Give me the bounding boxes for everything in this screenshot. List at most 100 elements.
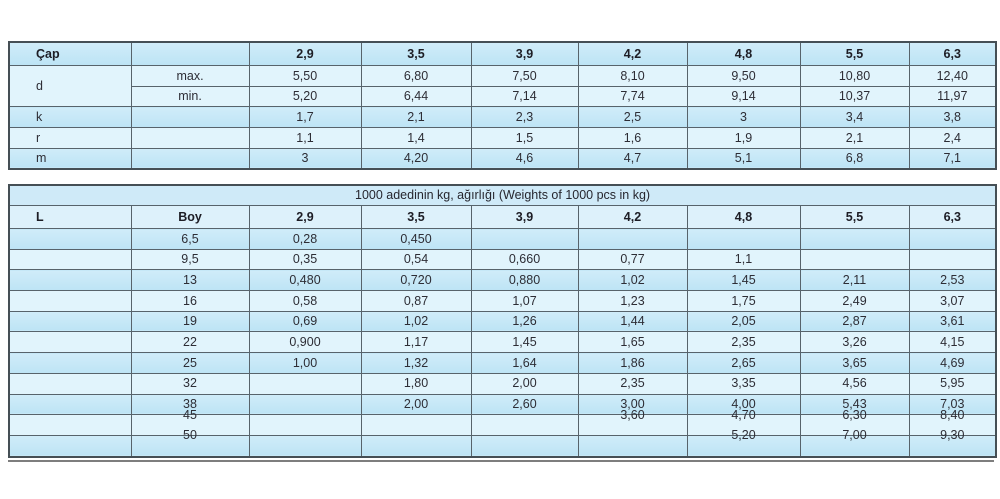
boy-cell-text: 32 bbox=[183, 376, 197, 391]
weight-value: 0,54 bbox=[360, 248, 472, 271]
weight-value-text: 4,69 bbox=[940, 355, 965, 370]
dimension-value-text: 2,1 bbox=[845, 130, 864, 145]
dimension-value-text: 2,1 bbox=[407, 109, 425, 124]
weight-value-text: 7,00 bbox=[842, 428, 867, 443]
boy-cell: 25 bbox=[130, 352, 250, 374]
weight-value: 0,35 bbox=[248, 248, 362, 271]
weight-value-text: 8,40 bbox=[940, 407, 965, 422]
dimension-value: 2,4 bbox=[908, 127, 997, 149]
length-cell bbox=[8, 434, 132, 458]
boy-cell: 38 bbox=[130, 393, 250, 416]
dimension-value: 6,80 bbox=[360, 65, 472, 87]
dimension-value-text: 4,6 bbox=[515, 151, 534, 166]
weight-value-text: 4,15 bbox=[940, 335, 965, 350]
weight-value: 2,35 bbox=[686, 331, 801, 354]
weight-value: 3,35 bbox=[686, 372, 801, 395]
weight-value-text: 0,28 bbox=[292, 231, 318, 246]
boy-cell-text: 6,5 bbox=[181, 231, 199, 246]
weight-value-text: 3,60 bbox=[620, 407, 645, 422]
dimension-value: 1,4 bbox=[360, 127, 472, 149]
dimension-value-text: 3 bbox=[301, 151, 309, 166]
diameter-header-text: 5,5 bbox=[845, 209, 864, 224]
row-label-text: r bbox=[36, 130, 41, 145]
weight-value: 5,43 bbox=[799, 393, 910, 416]
dimension-value-text: 12,40 bbox=[936, 68, 968, 83]
weight-value: 2,65 bbox=[686, 352, 801, 374]
weight-value-text: 0,480 bbox=[289, 272, 321, 287]
dimension-value-text: 5,50 bbox=[292, 68, 318, 83]
diameter-header-text: 3,5 bbox=[407, 209, 425, 224]
dimension-value: 2,3 bbox=[470, 106, 579, 129]
weight-value: 3,26 bbox=[799, 331, 910, 354]
row-label: m bbox=[8, 147, 132, 170]
weight-value bbox=[248, 393, 362, 416]
length-cell bbox=[8, 269, 132, 292]
weight-value bbox=[799, 228, 910, 250]
weight-value-text: 1,64 bbox=[512, 355, 537, 370]
dimension-value-text: 1,5 bbox=[515, 130, 534, 145]
weight-value-text: 4,00 bbox=[731, 397, 756, 412]
weight-value-text: 1,80 bbox=[403, 376, 429, 391]
weight-value: 1,45 bbox=[470, 331, 579, 354]
row-label: r bbox=[8, 127, 132, 149]
weight-value-text: 1,02 bbox=[620, 272, 645, 287]
dimension-value: 1,5 bbox=[470, 127, 579, 149]
table-row: 25 1,00 1,32 1,64 1,86 2,65 3,65 4,69 bbox=[8, 352, 997, 374]
weight-value-text: 2,49 bbox=[842, 293, 867, 308]
boy-cell-text: 25 bbox=[183, 355, 197, 370]
weight-value-text: 1,26 bbox=[512, 314, 537, 329]
boy-cell-text: 45 bbox=[183, 407, 197, 422]
weight-value-text: 4,70 bbox=[731, 407, 756, 422]
sub-label-text: min. bbox=[178, 89, 202, 104]
weight-value: 2,53 bbox=[908, 269, 997, 292]
dimension-value-text: 1,4 bbox=[407, 130, 425, 145]
weight-value: 3,00 bbox=[577, 393, 688, 416]
diameter-header-text: 2,9 bbox=[296, 46, 314, 61]
table-row: min. 5,20 6,44 7,14 7,74 9,14 10,37 11,97 bbox=[9, 85, 997, 108]
dimension-value: 9,14 bbox=[686, 85, 801, 108]
weight-value: 4,69 bbox=[908, 352, 997, 374]
dimension-value: 3,4 bbox=[799, 106, 910, 129]
dimension-value: 3,8 bbox=[908, 106, 997, 129]
row-label-text: k bbox=[36, 109, 43, 124]
table-row: 9,5 0,35 0,54 0,660 0,77 1,1 bbox=[8, 248, 997, 271]
table-row: L Boy 2,9 3,5 3,9 4,2 4,8 5,5 6,3 bbox=[8, 205, 997, 229]
length-cell bbox=[8, 310, 132, 333]
dimension-value: 8,10 bbox=[577, 65, 688, 87]
table-row: m 3 4,20 4,6 4,7 5,1 6,8 7,1 bbox=[8, 147, 997, 170]
weight-value-text: 3,35 bbox=[731, 376, 756, 391]
dimension-value: 7,14 bbox=[470, 85, 579, 108]
row-label-text: m bbox=[36, 151, 47, 166]
weight-value-text: 0,450 bbox=[400, 231, 432, 246]
weight-value: 2,87 bbox=[799, 310, 910, 333]
weight-value: 1,32 bbox=[360, 352, 472, 374]
table-row: k 1,7 2,1 2,3 2,5 3 3,4 3,8 bbox=[8, 106, 997, 129]
weight-value: 1,02 bbox=[577, 269, 688, 292]
boy-cell-text: 13 bbox=[183, 272, 197, 287]
dimension-value-text: 10,37 bbox=[838, 89, 871, 104]
weight-value: 3,61 bbox=[908, 310, 997, 333]
dimension-value-text: 5,20 bbox=[292, 89, 318, 104]
dimension-value: 1,7 bbox=[248, 106, 362, 129]
weight-value: 0,720 bbox=[360, 269, 472, 292]
weight-value bbox=[577, 434, 688, 458]
row-label: d bbox=[8, 64, 132, 108]
sub-label bbox=[130, 127, 250, 149]
dimension-value: 6,44 bbox=[360, 85, 472, 108]
weight-value-text: 1,07 bbox=[512, 293, 537, 308]
dimension-value-text: 8,10 bbox=[620, 68, 645, 83]
weight-value bbox=[686, 228, 801, 250]
weight-value: 0,660 bbox=[470, 248, 579, 271]
dimension-value: 12,40 bbox=[908, 65, 997, 87]
sub-label bbox=[130, 147, 250, 170]
weight-value-text: 2,65 bbox=[731, 355, 756, 370]
weight-value: 1,00 bbox=[248, 352, 362, 374]
weight-value: 1,45 bbox=[686, 269, 801, 292]
weight-value: 3,07 bbox=[908, 290, 997, 312]
dimension-value: 2,1 bbox=[799, 127, 910, 149]
dimension-value-text: 3 bbox=[740, 109, 747, 124]
diameter-header: 4,2 bbox=[577, 205, 688, 229]
diameter-header: 2,9 bbox=[248, 205, 362, 229]
boy-cell: 9,5 bbox=[130, 248, 250, 271]
length-cell bbox=[8, 290, 132, 312]
